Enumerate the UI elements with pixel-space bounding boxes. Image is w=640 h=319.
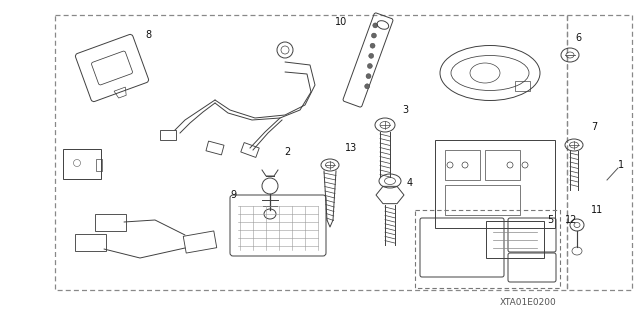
- Text: 9: 9: [230, 190, 236, 200]
- Ellipse shape: [369, 53, 374, 58]
- Ellipse shape: [371, 33, 376, 38]
- Text: 4: 4: [407, 178, 413, 188]
- Text: 1: 1: [618, 160, 624, 170]
- Bar: [445, 150, 480, 180]
- Bar: [567, 15, 632, 290]
- Text: XTA01E0200: XTA01E0200: [500, 298, 557, 307]
- Ellipse shape: [370, 43, 375, 48]
- Text: 2: 2: [284, 147, 291, 157]
- Text: 6: 6: [575, 33, 581, 43]
- Text: 13: 13: [345, 143, 357, 153]
- Text: 10: 10: [335, 17, 348, 27]
- Bar: [515, 81, 530, 91]
- Bar: [55, 15, 567, 290]
- Text: 12: 12: [565, 215, 577, 225]
- Ellipse shape: [367, 63, 372, 69]
- Text: 8: 8: [145, 30, 151, 40]
- Bar: [445, 185, 520, 215]
- Ellipse shape: [365, 84, 370, 89]
- Text: 5: 5: [547, 215, 553, 225]
- Bar: [96, 159, 102, 171]
- Text: 11: 11: [591, 205, 604, 215]
- Bar: [415, 210, 560, 288]
- Text: 3: 3: [402, 105, 408, 115]
- Ellipse shape: [366, 74, 371, 79]
- Ellipse shape: [372, 23, 378, 28]
- Text: 7: 7: [591, 122, 597, 132]
- Bar: [485, 150, 520, 180]
- Bar: [435, 140, 555, 228]
